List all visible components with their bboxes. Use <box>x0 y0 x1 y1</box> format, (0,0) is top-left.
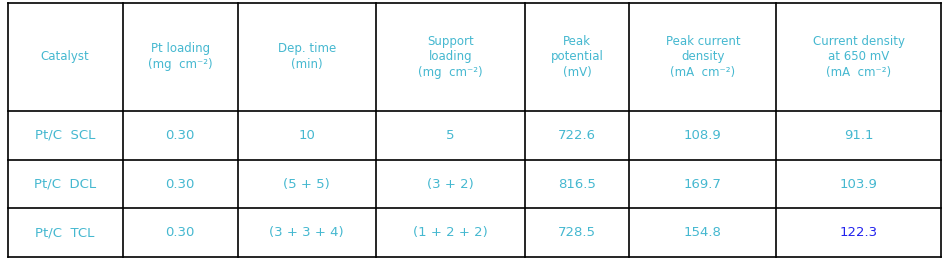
Text: Pt/C  DCL: Pt/C DCL <box>34 178 96 191</box>
Text: Pt loading
(mg  cm⁻²): Pt loading (mg cm⁻²) <box>148 42 213 71</box>
Text: 0.30: 0.30 <box>165 226 195 239</box>
Text: Current density
at 650 mV
(mA  cm⁻²): Current density at 650 mV (mA cm⁻²) <box>813 35 905 79</box>
Text: 10: 10 <box>298 129 315 142</box>
Text: 728.5: 728.5 <box>558 226 596 239</box>
Text: (3 + 3 + 4): (3 + 3 + 4) <box>270 226 344 239</box>
Text: 5: 5 <box>446 129 455 142</box>
Text: 722.6: 722.6 <box>558 129 596 142</box>
Text: 816.5: 816.5 <box>558 178 596 191</box>
Text: 103.9: 103.9 <box>840 178 878 191</box>
Text: 122.3: 122.3 <box>840 226 878 239</box>
Text: (3 + 2): (3 + 2) <box>427 178 474 191</box>
Text: (1 + 2 + 2): (1 + 2 + 2) <box>413 226 488 239</box>
Text: Catalyst: Catalyst <box>41 50 89 63</box>
Text: 154.8: 154.8 <box>684 226 722 239</box>
Text: Dep. time
(min): Dep. time (min) <box>278 42 336 71</box>
Text: Pt/C  TCL: Pt/C TCL <box>35 226 95 239</box>
Text: Support
loading
(mg  cm⁻²): Support loading (mg cm⁻²) <box>419 35 483 79</box>
Text: 0.30: 0.30 <box>165 129 195 142</box>
Text: 169.7: 169.7 <box>684 178 722 191</box>
Text: 91.1: 91.1 <box>845 129 874 142</box>
Text: Pt/C  SCL: Pt/C SCL <box>35 129 95 142</box>
Text: Peak current
density
(mA  cm⁻²): Peak current density (mA cm⁻²) <box>665 35 740 79</box>
Text: 0.30: 0.30 <box>165 178 195 191</box>
Text: (5 + 5): (5 + 5) <box>284 178 330 191</box>
Text: Peak
potential
(mV): Peak potential (mV) <box>550 35 604 79</box>
Text: 108.9: 108.9 <box>684 129 722 142</box>
